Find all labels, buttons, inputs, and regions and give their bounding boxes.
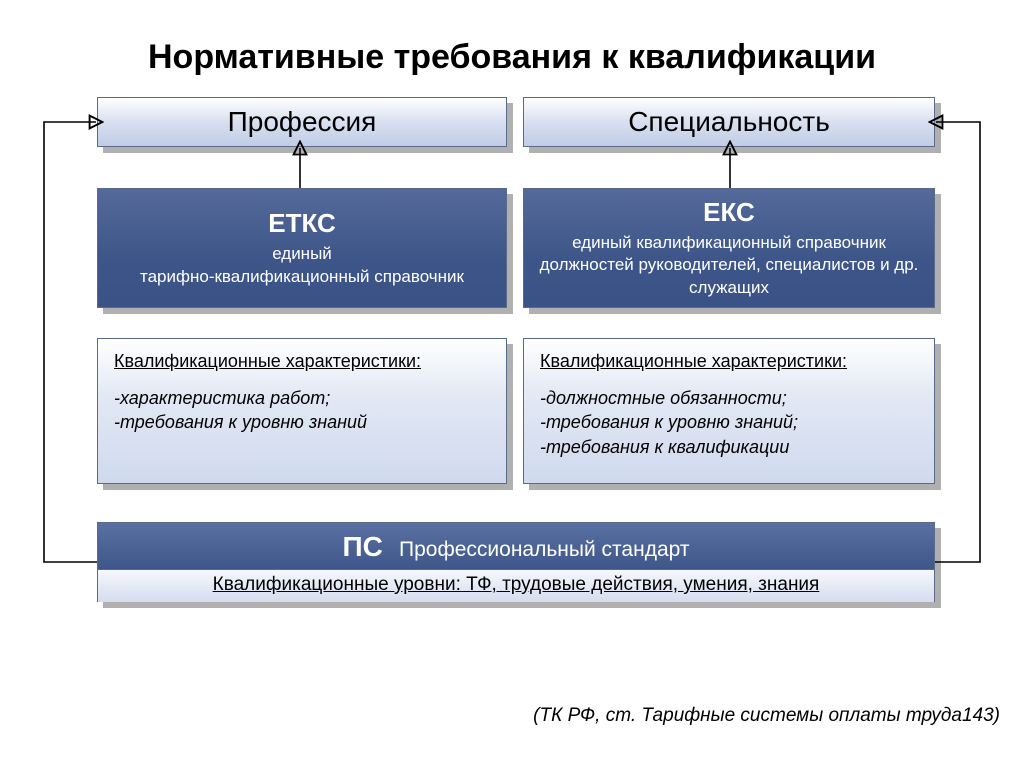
eks-box: ЕКС единый квалификационный справочник д… [523,188,935,308]
head-right-box: Специальность [523,97,935,147]
char-right-box: Квалификационные характеристики: -должно… [523,338,935,484]
etks-sub: единыйтарифно-квалификационный справочни… [140,243,464,287]
char-line: -характеристика работ; [114,386,490,410]
char-line: -требования к уровню знаний [114,410,490,434]
etks-box: ЕТКС единыйтарифно-квалификационный спра… [97,188,507,308]
ps-title: ПС [343,531,383,562]
head-left-box: Профессия [97,97,507,147]
ps-strip: Квалификационные уровни: ТФ, трудовые де… [98,569,934,602]
page-title: Нормативные требования к квалификации [0,38,1024,77]
char-left-header: Квалификационные характеристики: [114,351,490,372]
eks-sub: единый квалификационный справочник должн… [534,232,924,298]
eks-title: ЕКС [703,197,755,228]
char-left-box: Квалификационные характеристики: -характ… [97,338,507,484]
head-right-label: Специальность [628,106,830,138]
etks-title: ЕТКС [268,208,336,239]
char-right-header: Квалификационные характеристики: [540,351,918,372]
ps-subtitle: Профессиональный стандарт [387,538,689,561]
ps-box: ПС Профессиональный стандарт Квалификаци… [97,522,935,602]
head-left-label: Профессия [228,106,377,138]
char-line: -требования к уровню знаний; [540,410,918,434]
char-line: -требования к квалификации [540,435,918,459]
footnote: (ТК РФ, ст. Тарифные системы оплаты труд… [533,705,1000,727]
char-line: -должностные обязанности; [540,386,918,410]
